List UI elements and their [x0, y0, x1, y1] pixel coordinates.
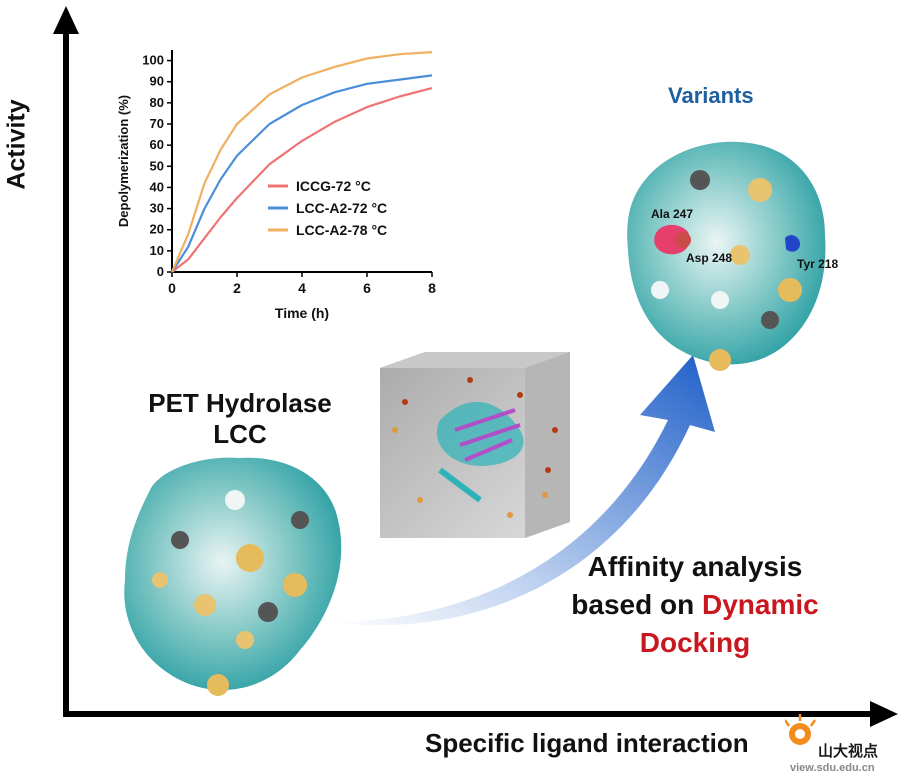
watermark-text: 山大视点 [818, 743, 879, 760]
chart-y-tick-label: 0 [157, 264, 164, 279]
method-line3: Docking [639, 627, 751, 658]
chart-legend-label: LCC-A2-78 °C [296, 222, 387, 238]
residue-label-ala247: Ala 247 [651, 207, 694, 221]
chart-y-tick-label: 40 [150, 179, 164, 194]
pet-title-line2: LCC [213, 419, 267, 449]
watermark-logo [785, 714, 817, 745]
chart-legend-label: LCC-A2-72 °C [296, 200, 387, 216]
chart-y-tick-label: 80 [150, 95, 164, 110]
chart-legend-label: ICCG-72 °C [296, 178, 371, 194]
method-line2-prefix: based on [571, 589, 695, 620]
chart-y-tick-label: 50 [150, 158, 164, 173]
tyr218-patch [785, 235, 800, 252]
x-axis-arrowhead [870, 701, 898, 727]
x-axis-label: Specific ligand interaction [425, 728, 749, 758]
chart-series-line [170, 51, 433, 273]
chart-y-tick-label: 60 [150, 137, 164, 152]
chart-y-tick-label: 100 [142, 53, 164, 68]
chart-y-tick-label: 20 [150, 222, 164, 237]
chart-series-line [171, 74, 433, 273]
residue-label-tyr218: Tyr 218 [797, 257, 839, 271]
asp248-patch [675, 232, 691, 248]
y-axis-label: Activity [2, 99, 31, 190]
chart-x-axis-title: Time (h) [275, 305, 329, 321]
chart-y-tick-label: 90 [150, 74, 164, 89]
pet-hydrolase-title: PET Hydrolase LCC [140, 388, 340, 450]
method-caption: Affinity analysis based on Dynamic Docki… [545, 548, 845, 662]
chart-x-tick-label: 8 [428, 280, 436, 296]
variants-title: Variants [668, 83, 754, 108]
chart-series-line [171, 87, 433, 273]
chart-x-tick-label: 2 [233, 280, 241, 296]
method-line2-highlight: Dynamic [701, 589, 819, 620]
chart-y-tick-label: 10 [150, 243, 164, 258]
chart-x-tick-label: 4 [298, 280, 306, 296]
method-line1: Affinity analysis [587, 551, 803, 582]
chart-x-tick-label: 6 [363, 280, 371, 296]
depolymerization-chart: 0 10 20 30 40 50 60 70 80 90 100 0 2 4 6 8 Time (h) Depol… [116, 50, 436, 321]
docking-simulation-box [380, 352, 570, 538]
chart-y-tick-label: 30 [150, 201, 164, 216]
variant-structure [627, 141, 826, 371]
method-line2: based on Dynamic [545, 586, 845, 624]
y-axis-arrowhead [53, 6, 79, 34]
chart-y-tick-label: 70 [150, 116, 164, 131]
pet-hydrolase-structure [124, 457, 342, 696]
pet-title-line1: PET Hydrolase [148, 388, 332, 418]
chart-x-tick-label: 0 [168, 280, 176, 296]
watermark-url: view.sdu.edu.cn [790, 762, 875, 774]
residue-label-asp248: Asp 248 [686, 251, 733, 265]
curved-progress-arrow [330, 355, 715, 626]
chart-y-axis-title: Depolymerization (%) [116, 95, 131, 227]
